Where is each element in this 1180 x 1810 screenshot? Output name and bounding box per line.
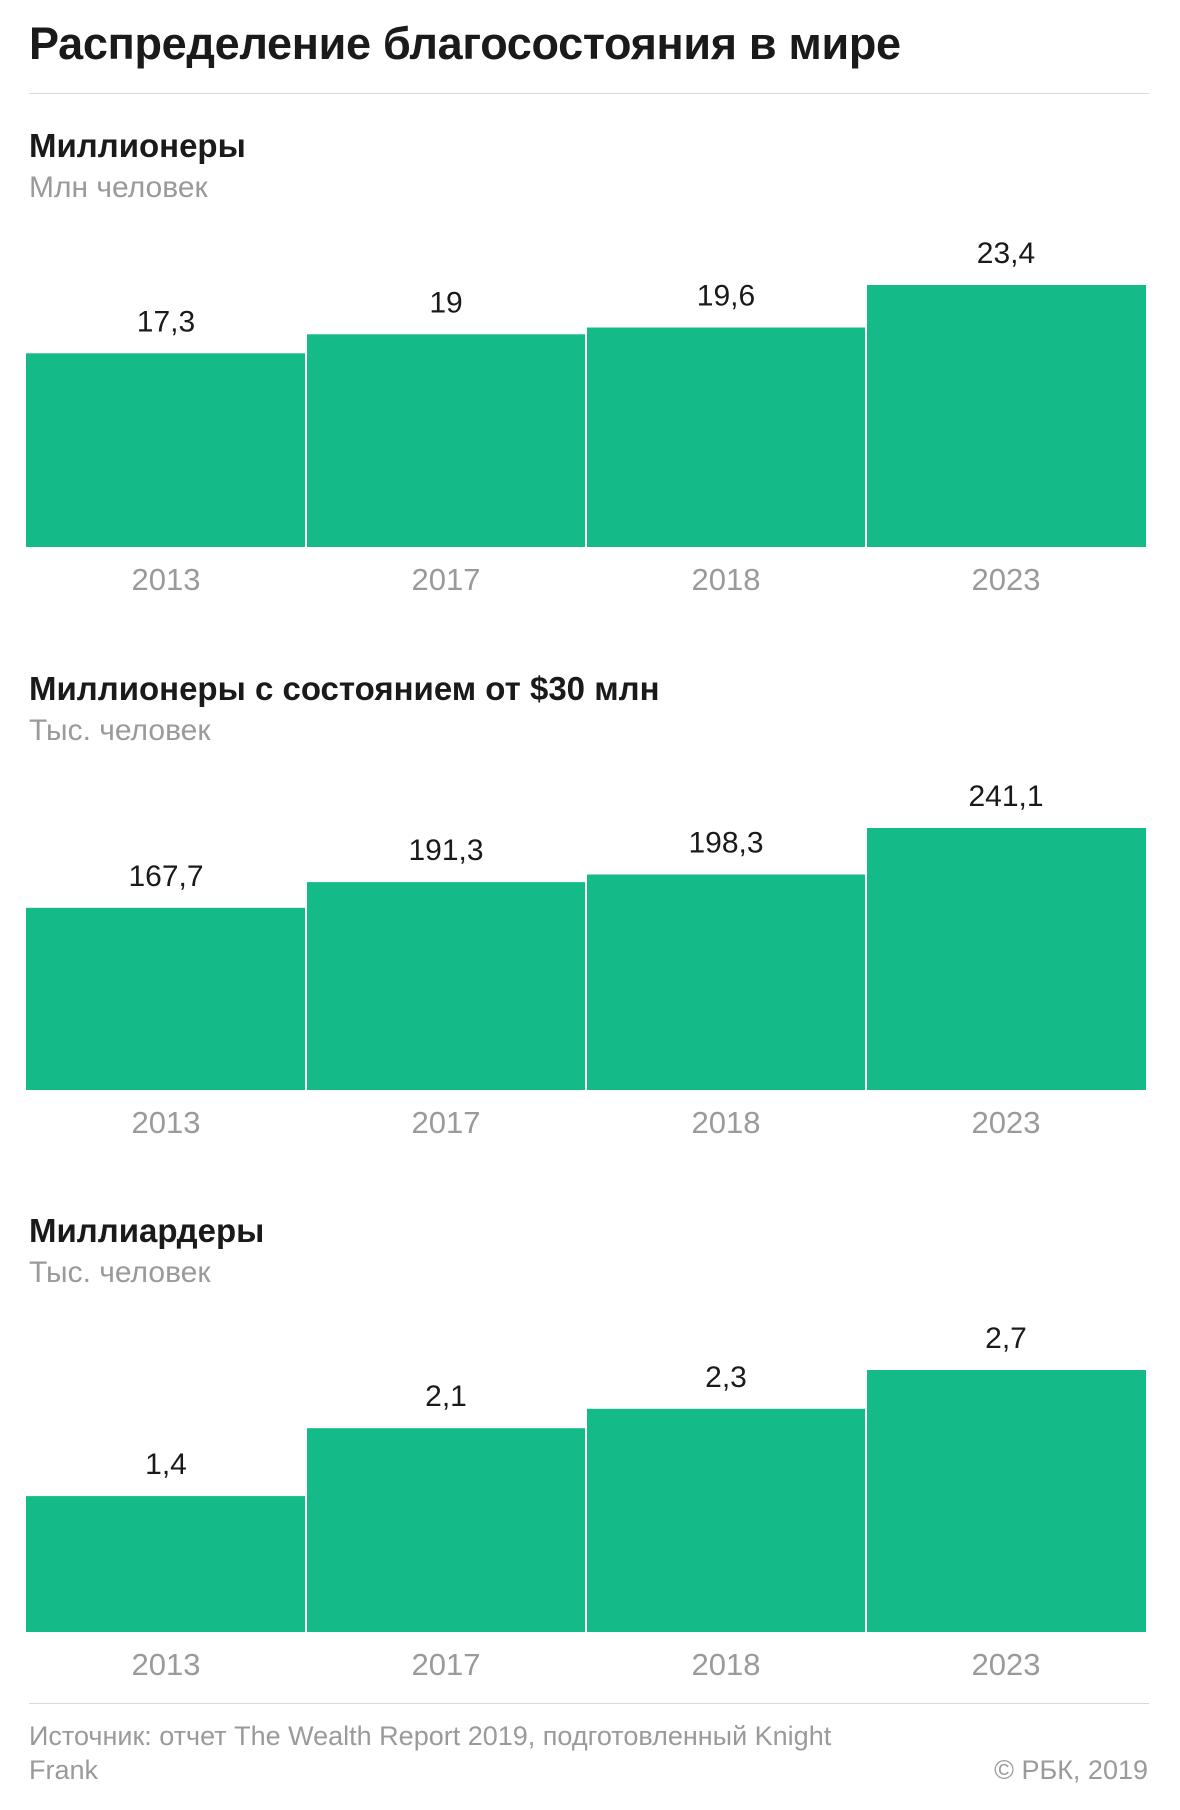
- bar-2023: [867, 828, 1146, 1090]
- chart-unit: Тыс. человек: [29, 1256, 211, 1289]
- x-tick-label: 2018: [692, 562, 761, 597]
- value-label: 19,6: [697, 280, 755, 313]
- value-label: 1,4: [145, 1448, 187, 1481]
- bar-2018: [587, 874, 865, 1090]
- bar-2013: [26, 353, 305, 547]
- value-label: 167,7: [128, 860, 203, 893]
- x-tick-label: 2023: [972, 562, 1041, 597]
- value-label: 191,3: [408, 834, 483, 867]
- x-tick-label: 2013: [132, 562, 201, 597]
- bar-2018: [587, 1408, 865, 1632]
- value-label: 23,4: [977, 237, 1035, 270]
- x-tick-label: 2018: [692, 1647, 761, 1682]
- bar-2017: [307, 1428, 585, 1632]
- value-label: 198,3: [688, 827, 763, 860]
- value-label: 2,7: [985, 1322, 1027, 1355]
- bar-2013: [26, 1496, 305, 1632]
- x-tick-label: 2017: [412, 1647, 481, 1682]
- bar-2017: [307, 882, 585, 1090]
- bar-chart-billionaires: 1,4 2013 2,1 2017 2,3 2018 2,7 2023: [26, 1322, 1146, 1682]
- source-note: Источник: отчет The Wealth Report 2019, …: [29, 1721, 832, 1785]
- bar-2017: [307, 334, 585, 547]
- x-tick-label: 2018: [692, 1105, 761, 1140]
- x-tick-label: 2013: [132, 1647, 201, 1682]
- x-tick-label: 2017: [412, 1105, 481, 1140]
- chart-unit: Млн человек: [29, 171, 208, 204]
- value-label: 2,3: [705, 1361, 747, 1394]
- chart-title: Миллиардеры: [29, 1212, 265, 1249]
- value-label: 241,1: [968, 780, 1043, 813]
- bar-2023: [867, 285, 1146, 547]
- x-tick-label: 2017: [412, 562, 481, 597]
- bar-2018: [587, 327, 865, 547]
- bar-chart-millionaires-30m: 167,7 2013 191,3 2017 198,3 2018 241,1 2023: [26, 780, 1146, 1140]
- title-divider: [29, 93, 1149, 94]
- x-tick-label: 2013: [132, 1105, 201, 1140]
- chart-title: Миллионеры с состоянием от $30 млн: [29, 670, 660, 707]
- chart-unit: Тыс. человек: [29, 714, 211, 747]
- chart-title: Миллионеры: [29, 127, 246, 164]
- page-title: Распределение благосостояния в мире: [29, 18, 901, 69]
- bar-chart-millionaires: 17,3 2013 19 2017 19,6 2018 23,4 2023: [26, 237, 1146, 597]
- bar-2023: [867, 1370, 1146, 1632]
- footer-divider: [29, 1703, 1149, 1704]
- value-label: 2,1: [425, 1380, 467, 1413]
- bar-2013: [26, 907, 305, 1090]
- x-tick-label: 2023: [972, 1647, 1041, 1682]
- value-label: 19: [429, 286, 462, 319]
- copyright: © РБК, 2019: [994, 1755, 1148, 1785]
- value-label: 17,3: [137, 305, 195, 338]
- x-tick-label: 2023: [972, 1105, 1041, 1140]
